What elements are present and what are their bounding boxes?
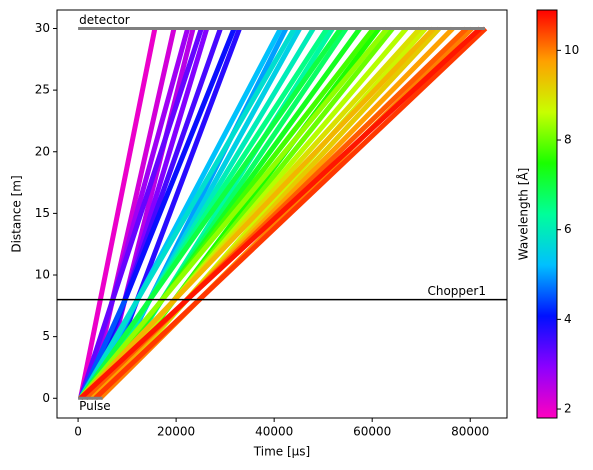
y-tick-label: 15 [35,206,50,220]
ray [78,27,343,400]
pulse-label: Pulse [79,399,111,413]
x-axis-label: Time [µs] [253,445,310,459]
colorbar-tick-label: 8 [564,133,572,147]
colorbar-tick-label: 2 [564,402,572,416]
ray [78,26,390,400]
ray [78,27,204,400]
colorbar-tick-label: 10 [564,43,579,57]
ray [78,27,297,400]
y-axis-label: Distance [m] [10,175,24,252]
ray [93,26,488,401]
colorbar-tick-label: 6 [564,222,572,236]
x-tick-label: 0 [74,425,82,439]
x-tick-label: 60000 [353,425,391,439]
y-tick-label: 20 [35,144,50,158]
chopper-label: Chopper1 [427,284,486,298]
x-tick-label: 80000 [451,425,489,439]
colorbar-label: Wavelength [Å] [516,168,531,261]
y-tick-label: 25 [35,83,50,97]
x-tick-label: 20000 [157,425,195,439]
x-tick-label: 40000 [255,425,293,439]
ray [78,27,158,399]
colorbar-tick-label: 4 [564,312,572,326]
plot-frame [56,9,508,419]
y-tick-label: 5 [42,329,50,343]
y-tick-label: 0 [42,391,50,405]
detector-label: detector [79,13,130,27]
plot-area [57,26,507,401]
y-tick-label: 30 [35,21,50,35]
ray [78,26,482,401]
y-tick-label: 10 [35,268,50,282]
colorbar [536,9,558,419]
ray [78,26,436,401]
